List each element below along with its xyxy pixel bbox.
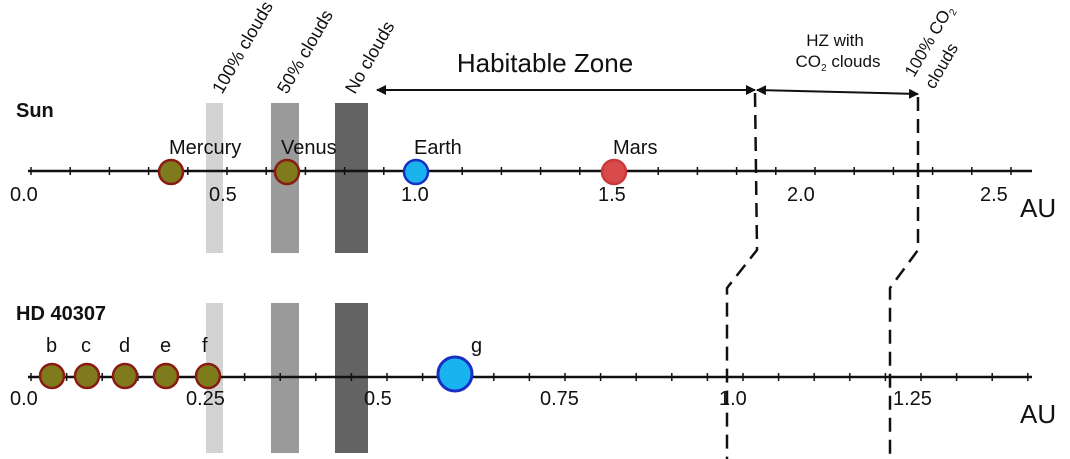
unit-label-sun: AU [1020,193,1056,223]
planet-label-venus: Venus [281,137,337,159]
planet-c [73,362,101,390]
co2-100-sub: 2 [947,7,960,18]
habitable-zone-label: Habitable Zone [457,48,633,78]
tick-label-hd-0: 0.0 [10,388,38,410]
planet-label-b: b [46,335,57,357]
tick-label-sun-3: 1.5 [598,184,626,206]
hz-co2-co: CO [796,52,822,71]
planet-label-d: d [119,335,130,357]
axis-sun: 0.0 0.5 1.0 1.5 2.0 2.5 AU [10,167,1056,223]
planet-label-g: g [471,335,482,357]
planet-f [194,362,222,390]
hz-co2-arrow [756,85,919,99]
unit-label-hd40307: AU [1020,399,1056,429]
planet-label-mercury: Mercury [169,137,241,159]
planet-earth [402,158,430,186]
planet-label-earth: Earth [414,137,462,159]
tick-label-hd-1: 0.25 [186,388,225,410]
band-no-clouds-sun [335,103,368,253]
planet-b [38,362,66,390]
planet-label-f: f [202,335,208,357]
planet-venus [273,158,301,186]
planet-mercury [157,158,185,186]
co2-outer-edge-dashed [888,97,920,459]
label-100-clouds: 100% clouds [208,0,277,97]
tick-label-sun-4: 2.0 [787,184,815,206]
planet-label-e: e [160,335,171,357]
tick-label-sun-5: 2.5 [980,184,1008,206]
hz-co2-sub: 2 [821,63,827,74]
planet-g [436,355,474,393]
planet-label-mars: Mars [613,137,657,159]
band-100-clouds-sun [206,103,223,253]
system-name-sun: Sun [16,100,54,122]
planet-d [111,362,139,390]
planet-label-c: c [81,335,91,357]
hz-co2-label-line2: CO2 clouds [796,52,881,74]
planet-mars [600,158,628,186]
tick-label-hd-3: 0.75 [540,388,579,410]
tick-label-sun-0: 0.0 [10,184,38,206]
axis-ticks-hd40307 [30,373,1029,381]
hz-co2-label-line1: HZ with [806,31,864,50]
axis-ticks-sun [30,167,1012,175]
tick-label-sun-2: 1.0 [401,184,429,206]
system-name-hd40307: HD 40307 [16,303,106,325]
tick-label-hd-4: 1.0 [719,388,747,410]
tick-label-hd-2: 0.5 [364,388,392,410]
tick-label-sun-1: 0.5 [209,184,237,206]
planet-e [152,362,180,390]
hz-co2-clouds: clouds [827,52,881,71]
label-50-clouds: 50% clouds [273,6,337,97]
label-no-clouds: No clouds [341,18,398,97]
tick-label-hd-5: 1.25 [893,388,932,410]
